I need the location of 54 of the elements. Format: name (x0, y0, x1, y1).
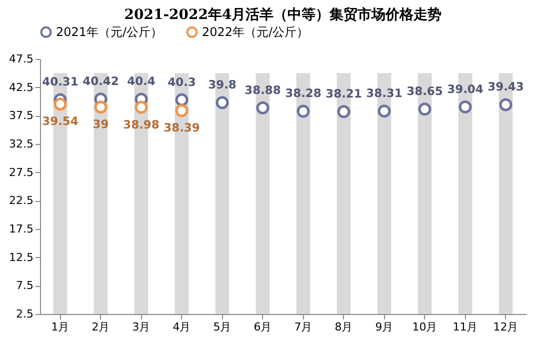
y-tick-label: 32.5 (9, 138, 34, 150)
x-tick-label: 4月 (172, 320, 191, 334)
data-label: 38.28 (285, 86, 322, 100)
y-tick-label: 27.5 (9, 166, 34, 179)
y-tick-label: 22.5 (9, 194, 34, 208)
data-label: 39.54 (42, 114, 78, 128)
x-tick-label: 2月 (92, 320, 110, 334)
y-tick-label: 2.5 (16, 308, 34, 320)
data-label: 39.8 (208, 78, 236, 92)
data-label: 40.42 (82, 74, 119, 88)
y-tick-label: 12.5 (9, 250, 34, 264)
legend-label: 2022年（元/公斤） (202, 25, 309, 40)
y-tick-label: 17.5 (9, 222, 34, 236)
data-label: 38.21 (326, 86, 362, 101)
y-tick-label: 37.5 (9, 109, 34, 122)
data-label: 40.4 (127, 74, 156, 88)
data-label: 38.31 (366, 86, 402, 100)
point (378, 104, 391, 118)
point (175, 104, 188, 118)
point (175, 93, 188, 106)
point (216, 96, 229, 110)
x-tick-label: 6月 (254, 320, 272, 334)
data-label: 39.04 (447, 82, 484, 96)
point (256, 101, 270, 114)
data-label: 39 (92, 117, 109, 132)
point (337, 105, 350, 118)
data-label: 39.43 (488, 80, 524, 94)
x-tick-label: 8月 (334, 320, 353, 334)
x-tick-label: 5月 (213, 320, 232, 334)
x-tick-label: 9月 (375, 320, 394, 334)
data-label: 40.3 (168, 74, 196, 89)
point (94, 100, 108, 114)
point (499, 98, 512, 112)
data-label: 40.31 (42, 74, 78, 89)
data-label: 38.98 (123, 117, 160, 132)
x-tick-label: 7月 (294, 320, 312, 334)
data-label: 38.88 (244, 82, 281, 97)
x-tick-label: 12月 (493, 320, 518, 334)
data-label: 38.65 (406, 84, 443, 98)
y-tick-label: 42.5 (9, 80, 34, 94)
point (134, 100, 148, 114)
legend-label: 2021年（元/公斤） (56, 25, 163, 40)
point (296, 104, 310, 118)
point (458, 100, 472, 114)
y-tick-label: 47.5 (9, 52, 34, 66)
point (54, 98, 67, 111)
chart-title: 2021-2022年4月活羊（中等）集贸市场价格走势 (124, 6, 442, 23)
x-tick-label: 3月 (132, 320, 150, 334)
data-label: 38.39 (164, 120, 200, 135)
point (418, 102, 432, 116)
x-tick-label: 10月 (412, 320, 438, 334)
x-tick-label: 11月 (452, 320, 478, 334)
x-tick-label: 1月 (51, 320, 70, 334)
y-tick-label: 7.5 (16, 279, 34, 292)
